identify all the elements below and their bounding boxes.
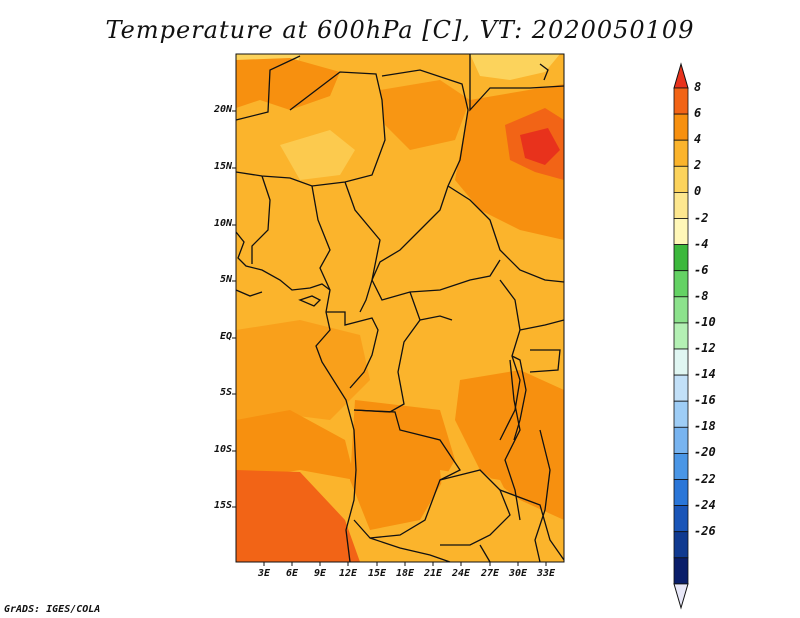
- colorbar-box: [673, 322, 689, 350]
- colorbar-top-triangle: [673, 62, 689, 89]
- colorbar-box: [673, 270, 689, 298]
- colorbar-label: 2: [694, 158, 702, 173]
- field-patch-warm-southeast: [455, 370, 564, 520]
- lon-label-6e: 6E: [285, 568, 299, 579]
- colorbar-box: [673, 218, 689, 246]
- map-panel: [235, 53, 565, 563]
- field-patch-light-northeast: [470, 54, 560, 80]
- country-borders: [235, 54, 565, 563]
- colorbar-label: -6: [694, 262, 709, 277]
- colorbar-box: [673, 505, 689, 533]
- lon-label-15e: 15E: [367, 568, 387, 579]
- colorbar-box: [673, 139, 689, 167]
- field-patch-hottest-east: [520, 128, 560, 165]
- lat-label-5s: 5S: [219, 387, 232, 398]
- colorbar-box: [673, 426, 689, 454]
- colorbar-box: [673, 531, 689, 559]
- colorbar-label: 8: [694, 80, 702, 94]
- field-patch-light-sahel: [280, 130, 355, 180]
- field-patch-hot-southwest: [236, 470, 360, 562]
- lat-label-5n: 5N: [219, 274, 232, 285]
- lon-label-9e: 9E: [313, 568, 327, 579]
- colorbar-label: -10: [694, 314, 716, 329]
- colorbar-box: [673, 348, 689, 376]
- field-patch-warm-north-central: [380, 80, 470, 150]
- colorbar-box: [673, 479, 689, 507]
- colorbar-label: -8: [694, 288, 709, 303]
- colorbar-label: -18: [694, 419, 716, 434]
- axis-ticks: [232, 110, 547, 566]
- field-patch-mid-south: [440, 470, 520, 545]
- colorbar-label: -20: [694, 445, 716, 460]
- colorbar-box: [673, 244, 689, 272]
- colorbar-label: 4: [694, 132, 702, 147]
- lon-label-27e: 27E: [480, 568, 500, 579]
- lon-label-3e: 3E: [257, 568, 271, 579]
- colorbar-label: -22: [694, 471, 716, 486]
- colorbar-box: [673, 87, 689, 115]
- colorbar-label: -14: [694, 367, 716, 382]
- lon-label-33e: 33E: [536, 568, 556, 579]
- colorbar-bottom-triangle: [673, 583, 689, 610]
- lon-label-18e: 18E: [395, 568, 415, 579]
- colorbar-box: [673, 191, 689, 219]
- lon-label-21e: 21E: [423, 568, 443, 579]
- lat-label-10s: 10S: [213, 444, 232, 455]
- colorbar-box: [673, 374, 689, 402]
- colorbar-label: -16: [694, 393, 716, 408]
- lat-label-10n: 10N: [213, 218, 232, 229]
- colorbar-label: 0: [694, 184, 702, 199]
- colorbar-label: -26: [694, 523, 716, 538]
- colorbar-box: [673, 165, 689, 193]
- colorbar-box: [673, 113, 689, 141]
- map-frame: [235, 53, 565, 563]
- lon-label-24e: 24E: [451, 568, 471, 579]
- footer-credit: GrADS: IGES/COLA: [4, 604, 101, 615]
- colorbar: [673, 62, 689, 610]
- colorbar-label: 6: [694, 106, 702, 121]
- colorbar-label: -2: [694, 210, 709, 225]
- field-patch-warm-atlantic: [236, 320, 370, 430]
- colorbar-box: [673, 557, 689, 585]
- lon-label-12e: 12E: [338, 568, 358, 579]
- lon-label-30e: 30E: [508, 568, 528, 579]
- lat-label-15n: 15N: [213, 161, 232, 172]
- colorbar-box: [673, 296, 689, 324]
- field-patch-warm-southwest: [236, 410, 355, 480]
- lat-label-15s: 15S: [213, 500, 232, 511]
- colorbar-label: -12: [694, 341, 716, 355]
- colorbar-box: [673, 452, 689, 480]
- map-title: Temperature at 600hPa [C], VT: 202005010…: [105, 16, 695, 44]
- field-patch-warm-angola: [350, 400, 455, 530]
- colorbar-box: [673, 400, 689, 428]
- colorbar-label: -24: [694, 497, 716, 512]
- lat-label-20n: 20N: [213, 104, 232, 115]
- field-patch-warm-northwest: [236, 58, 340, 110]
- lat-label-eq: EQ: [219, 331, 232, 342]
- colorbar-label: -4: [694, 236, 709, 251]
